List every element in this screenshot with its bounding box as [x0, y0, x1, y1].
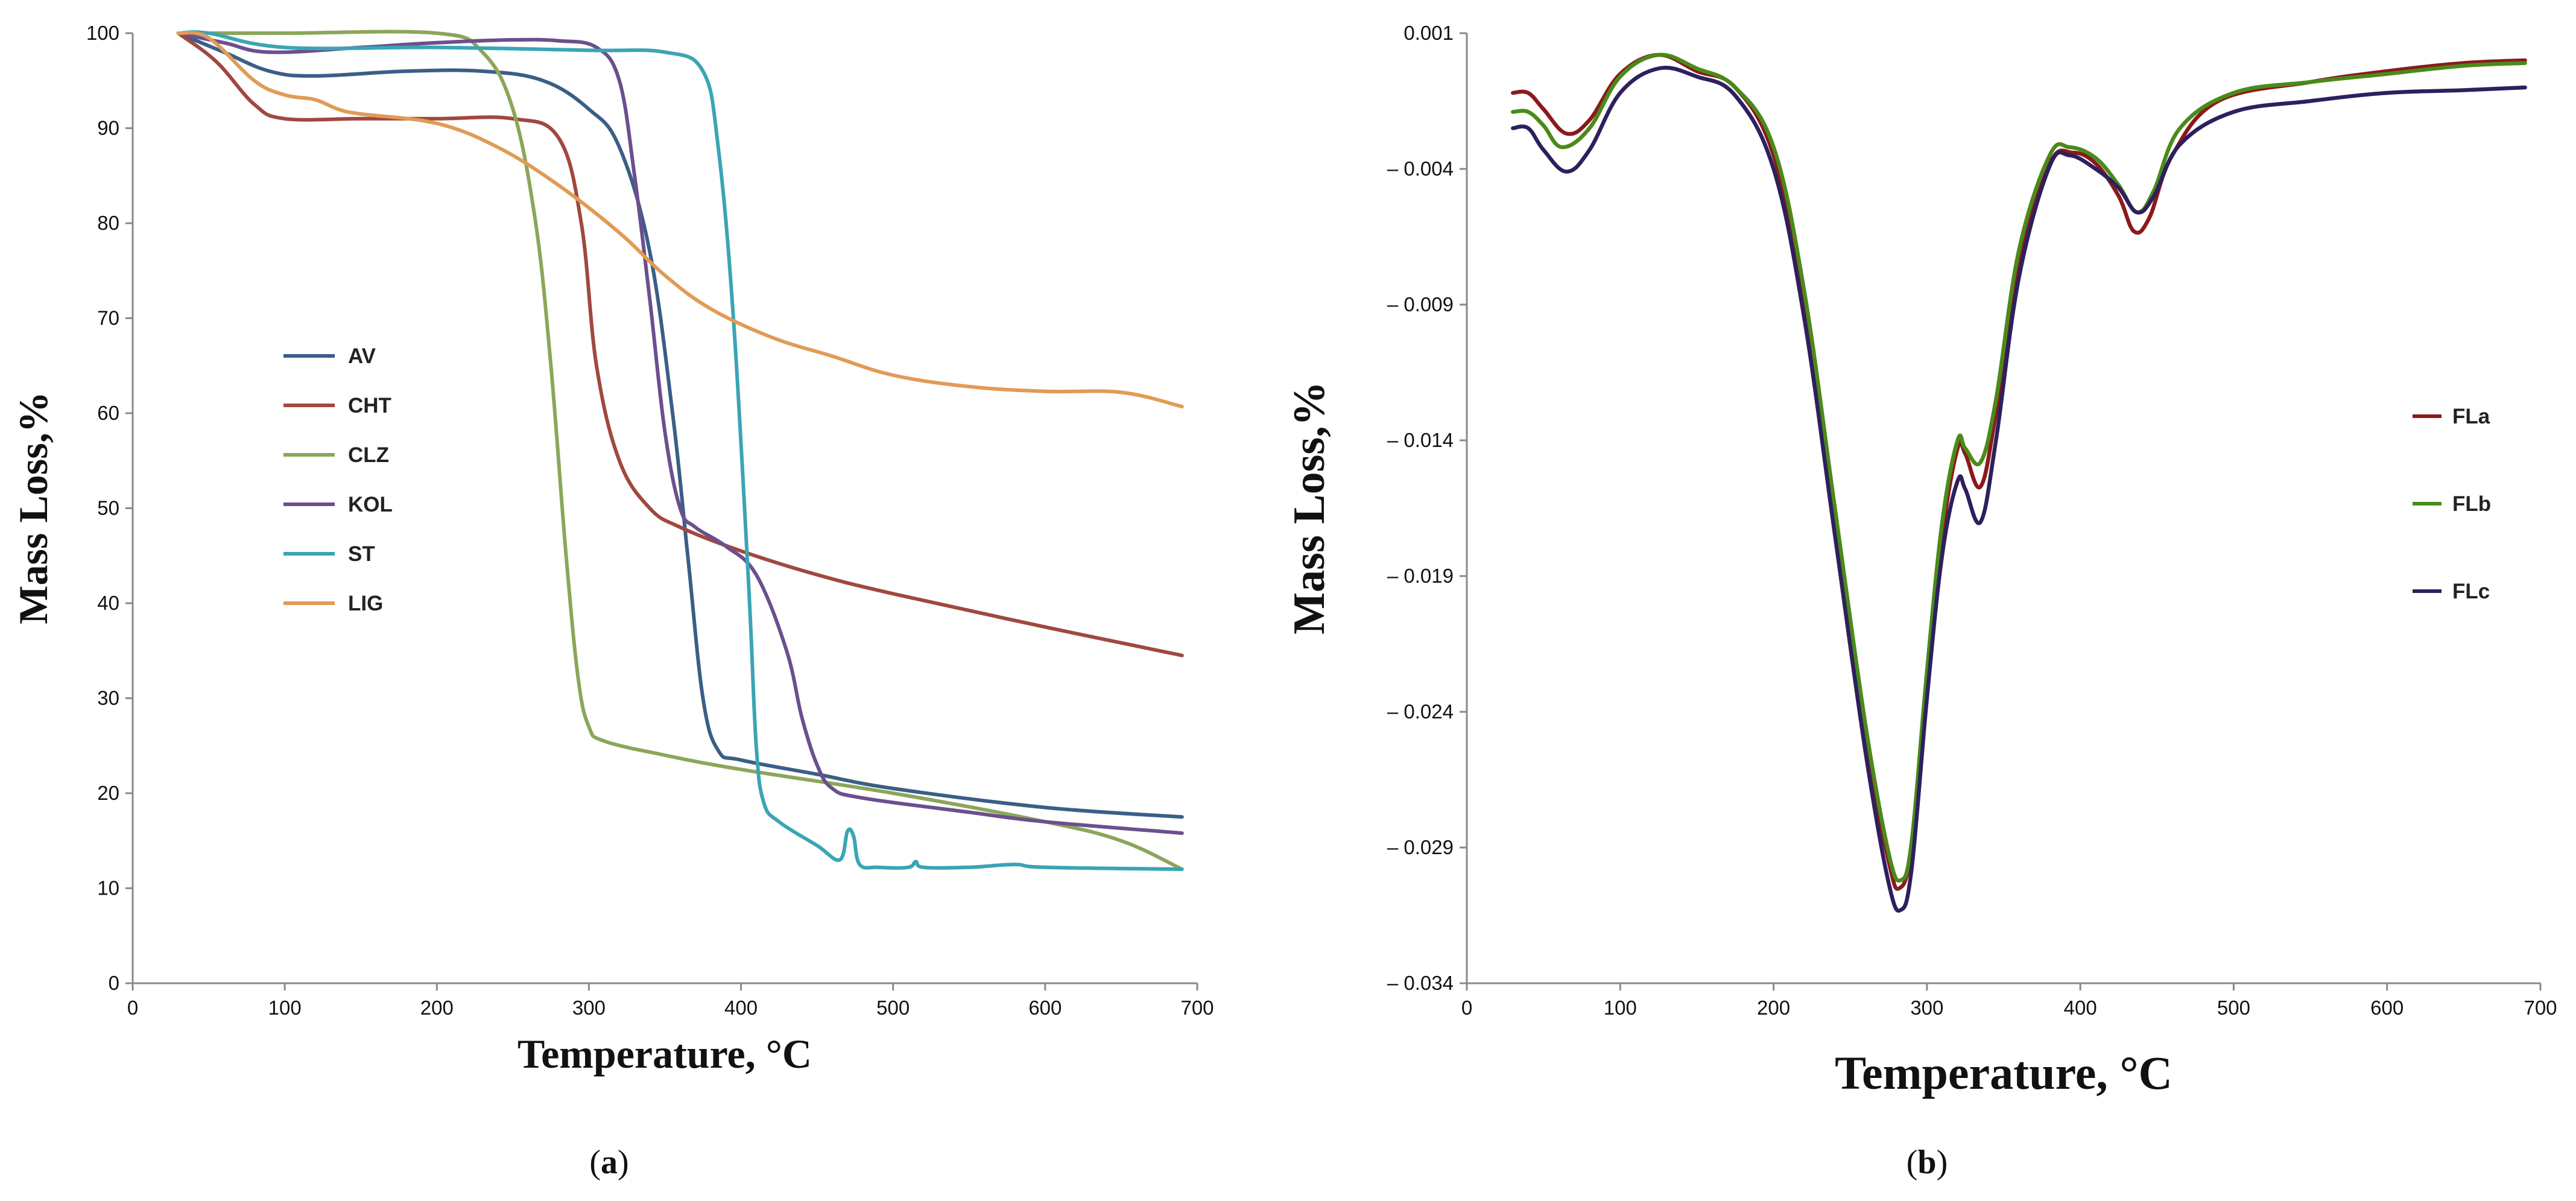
chart-b-x-tick-label: 500: [2217, 997, 2250, 1019]
chart-b-y-tick-label: – 0.014: [1387, 429, 1454, 451]
series-line-kol: [176, 31, 1184, 835]
series-line-fla: [1511, 52, 2527, 891]
chart-a-y-tick-label: 80: [97, 212, 119, 234]
chart-a-x-tick-label: 100: [268, 997, 302, 1019]
series-line-flb: [1511, 52, 2527, 883]
legend-label-flc: FLc: [2452, 580, 2490, 603]
chart-a-y-tick-label: 0: [109, 972, 119, 994]
chart-b-y-ticks: 0.001 – 0.004 – 0.009 – 0.014 – 0.019 – 0.024…: [1387, 22, 1467, 994]
chart-a-y-tick-label: 30: [97, 687, 119, 709]
legend-label-st: ST: [348, 542, 375, 566]
chart-a-legend: AV CHT CLZ KOL ST LIG: [283, 344, 393, 615]
chart-b-x-tick-label: 100: [1604, 997, 1637, 1019]
chart-a-caption: (a): [589, 1144, 628, 1181]
legend-label-clz: CLZ: [348, 443, 389, 467]
series-line-av: [176, 31, 1184, 819]
chart-b-legend: FLa FLb FLc: [2413, 405, 2491, 603]
chart-a-y-tick-label: 90: [97, 117, 119, 139]
chart-a: 0 100 200 300 400 500 600 700 0 10 20 30 40 50 60 70 80…: [10, 22, 1214, 1181]
chart-a-y-tick-label: 100: [86, 22, 119, 44]
chart-a-x-tick-label: 600: [1028, 997, 1062, 1019]
series-line-clz: [176, 30, 1184, 871]
chart-a-x-tick-label: 0: [127, 997, 138, 1019]
chart-a-y-tick-label: 70: [97, 307, 119, 329]
legend-label-lig: LIG: [348, 592, 383, 615]
chart-b-x-tick-label: 600: [2370, 997, 2404, 1019]
chart-b-y-tick-label: – 0.029: [1387, 836, 1454, 858]
chart-a-x-tick-label: 400: [724, 997, 758, 1019]
chart-b-y-tick-label: – 0.034: [1387, 972, 1454, 994]
series-line-st: [176, 30, 1184, 871]
chart-a-series: [176, 30, 1184, 871]
chart-a-x-tick-label: 300: [572, 997, 606, 1019]
chart-b-y-tick-label: – 0.009: [1387, 293, 1454, 315]
chart-b-y-tick-label: – 0.024: [1387, 700, 1454, 723]
chart-a-x-tick-label: 200: [420, 997, 454, 1019]
legend-label-av: AV: [348, 344, 376, 368]
chart-b-y-tick-label: 0.001: [1404, 22, 1454, 44]
chart-a-y-tick-label: 50: [97, 497, 119, 519]
chart-a-y-tick-label: 20: [97, 782, 119, 804]
chart-b-ylabel: Mass Loss,%: [1285, 381, 1334, 634]
chart-a-x-tick-label: 700: [1180, 997, 1214, 1019]
chart-a-xlabel: Temperature, °C: [517, 1031, 812, 1077]
series-line-flc: [1511, 66, 2527, 913]
legend-label-fla: FLa: [2452, 405, 2490, 428]
chart-a-y-tick-label: 60: [97, 402, 119, 424]
chart-b-y-tick-label: – 0.019: [1387, 565, 1454, 587]
chart-b-plot-area: [1467, 33, 2540, 983]
chart-b-y-tick-label: – 0.004: [1387, 157, 1454, 180]
chart-b-x-tick-label: 700: [2524, 997, 2557, 1019]
chart-a-y-tick-label: 10: [97, 877, 119, 899]
chart-b-x-tick-label: 300: [1910, 997, 1943, 1019]
chart-a-ylabel: Mass Loss,%: [10, 391, 56, 624]
chart-a-y-tick-label: 40: [97, 592, 119, 614]
legend-label-kol: KOL: [348, 493, 393, 516]
series-line-lig: [176, 31, 1184, 408]
legend-label-flb: FLb: [2452, 492, 2491, 516]
chart-b: 0 100 200 300 400 500 600 700 0.001 – 0.004 – 0.0…: [1285, 22, 2557, 1181]
chart-a-x-tick-label: 500: [876, 997, 910, 1019]
chart-b-xlabel: Temperature, °C: [1835, 1047, 2173, 1099]
chart-a-x-ticks: 0 100 200 300 400 500 600 700: [127, 983, 1214, 1019]
chart-a-plot-area: [133, 33, 1197, 983]
series-line-cht: [176, 31, 1184, 658]
chart-b-x-tick-label: 0: [1461, 997, 1472, 1019]
chart-b-series: [1511, 52, 2527, 913]
legend-label-cht: CHT: [348, 394, 391, 417]
chart-b-x-ticks: 0 100 200 300 400 500 600 700: [1461, 983, 2557, 1019]
chart-b-x-tick-label: 400: [2064, 997, 2097, 1019]
chart-b-x-tick-label: 200: [1757, 997, 1790, 1019]
chart-b-caption: (b): [1907, 1144, 1948, 1181]
chart-a-y-ticks: 0 10 20 30 40 50 60 70 80 90 100: [86, 22, 133, 994]
